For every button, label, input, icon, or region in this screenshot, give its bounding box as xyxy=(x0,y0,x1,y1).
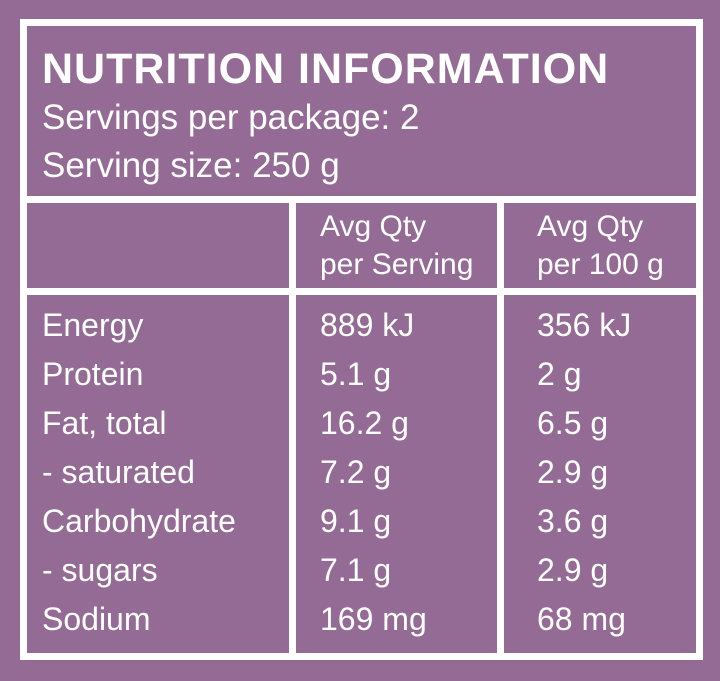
nutrient-name: Sodium xyxy=(42,601,151,637)
per-100g-column: 356 kJ 2 g 6.5 g 2.9 g 3.6 g 2.9 g 68 mg xyxy=(504,295,696,653)
nutrient-name: Protein xyxy=(42,356,144,392)
per-100g-value: 68 mg xyxy=(537,601,626,637)
per-serving-value: 5.1 g xyxy=(320,356,392,392)
nutrient-name-column: Energy Protein Fat, total - saturated Ca… xyxy=(27,295,289,653)
nutrient-name: Carbohydrate xyxy=(42,503,236,539)
column-header-per-serving: Avg Qty per Serving xyxy=(296,203,497,288)
nutrition-table: Avg Qty per Serving Avg Qty per 100 g En… xyxy=(27,196,696,653)
per-100g-value: 2 g xyxy=(537,356,582,392)
serving-size: Serving size: 250 g xyxy=(42,146,340,185)
per-100g-value: 6.5 g xyxy=(537,405,609,441)
panel-header: NUTRITION INFORMATION Servings per packa… xyxy=(27,26,696,196)
nutrient-name: Fat, total xyxy=(42,405,167,441)
per-100g-value: 2.9 g xyxy=(537,454,609,490)
servings-per-package: Servings per package: 2 xyxy=(42,98,420,137)
per-serving-value: 9.1 g xyxy=(320,503,392,539)
per-serving-value: 169 mg xyxy=(320,601,427,637)
nutrition-panel: NUTRITION INFORMATION Servings per packa… xyxy=(20,19,703,660)
per-100g-value: 2.9 g xyxy=(537,552,609,588)
panel-title: NUTRITION INFORMATION xyxy=(42,45,610,93)
column-header-per-100g: Avg Qty per 100 g xyxy=(504,203,696,288)
per-100g-value: 356 kJ xyxy=(537,307,632,343)
nutrient-name: Energy xyxy=(42,307,144,343)
per-serving-value: 16.2 g xyxy=(320,405,409,441)
nutrient-name: - sugars xyxy=(42,552,158,588)
per-serving-value: 7.2 g xyxy=(320,454,392,490)
per-serving-value: 889 kJ xyxy=(320,307,415,343)
nutrient-name: - saturated xyxy=(42,454,195,490)
per-serving-column: 889 kJ 5.1 g 16.2 g 7.2 g 9.1 g 7.1 g 16… xyxy=(296,295,497,653)
per-serving-value: 7.1 g xyxy=(320,552,392,588)
column-header-nutrient xyxy=(27,203,289,288)
per-100g-value: 3.6 g xyxy=(537,503,609,539)
